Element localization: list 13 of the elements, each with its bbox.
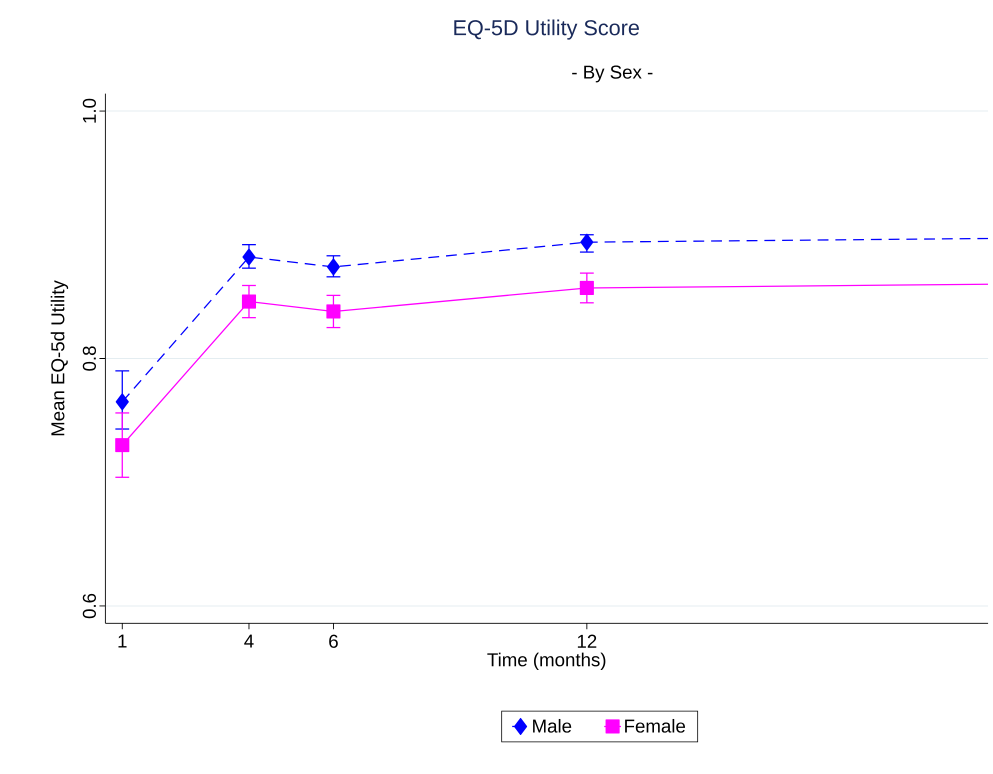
x-tick-label: 12 — [578, 634, 596, 648]
y-tick-label: 1.0 — [82, 98, 96, 122]
x-axis-title: Time (months) — [487, 652, 606, 670]
legend-label: Male — [533, 718, 572, 733]
legend-label: Female — [625, 718, 686, 733]
x-tick-label: 1 — [118, 634, 127, 648]
y-tick-label: 0.8 — [82, 346, 96, 371]
y-tick-label: 0.6 — [82, 594, 96, 618]
y-axis-title: Mean EQ-5d Utility — [50, 280, 68, 436]
x-tick-label: 4 — [244, 634, 254, 648]
chart-title: EQ-5D Utility Score — [454, 19, 639, 40]
x-tick-label: 6 — [329, 634, 338, 648]
chart-subtitle: - By Sex - — [572, 65, 652, 82]
